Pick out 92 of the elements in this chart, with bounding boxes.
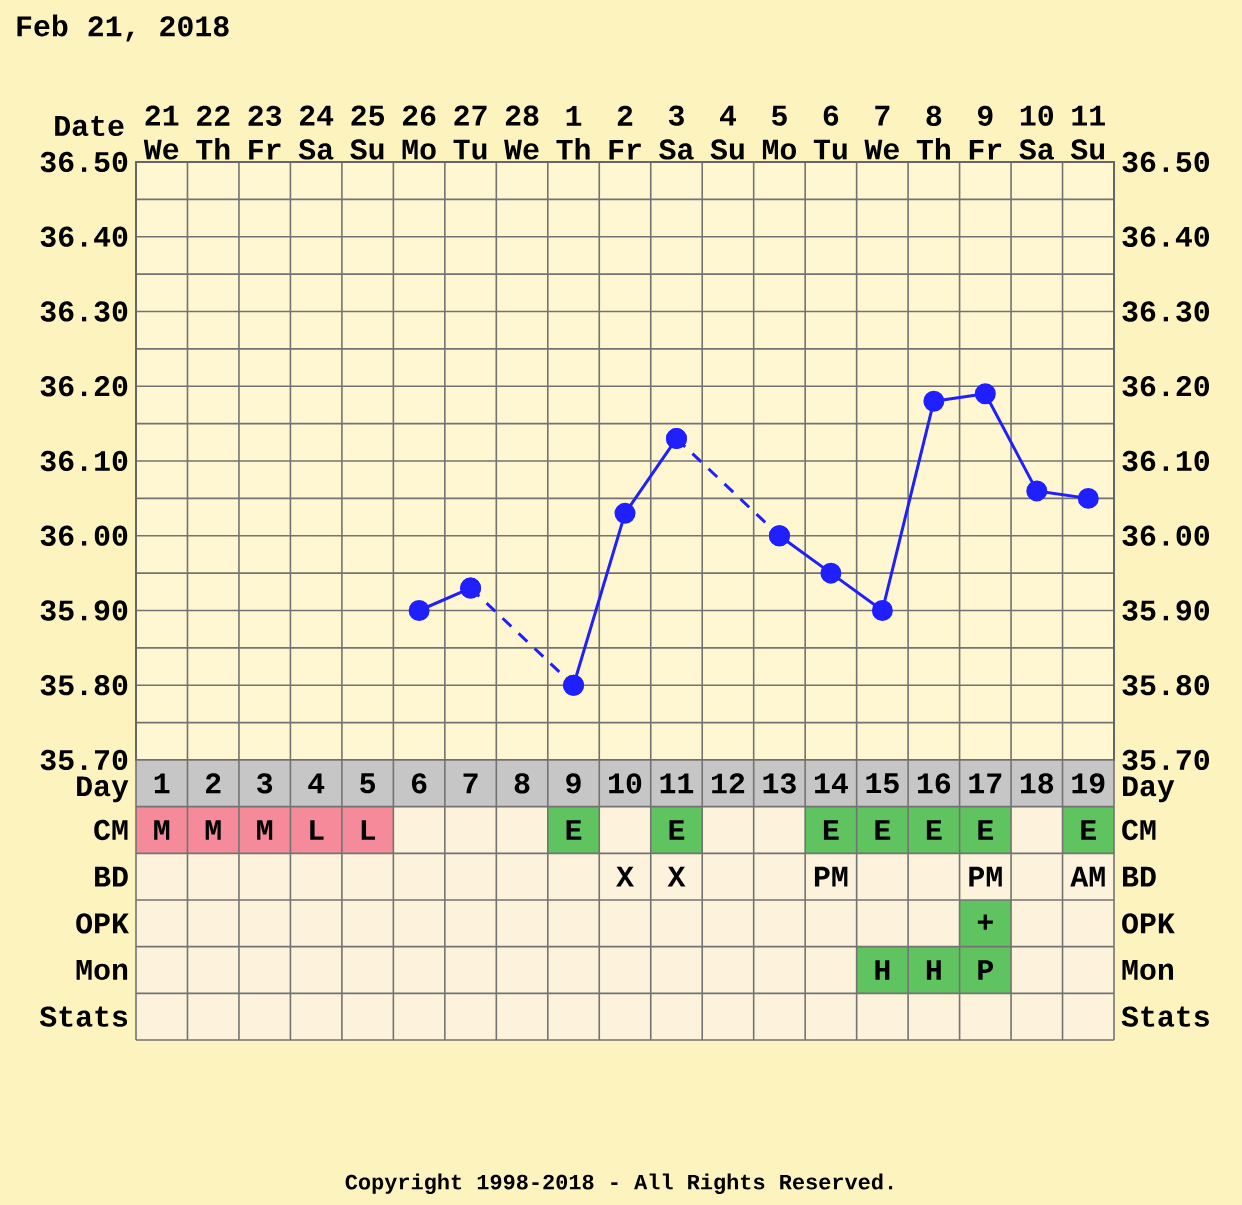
text: H: [875, 960, 890, 980]
x-tick-label: 9: [566, 773, 581, 794]
x-tick-label: 10: [609, 773, 642, 794]
x-tick-label: 28 We: [504, 105, 539, 160]
text: AM: [1070, 866, 1105, 887]
y-tick-label: Stats: [39, 1006, 128, 1027]
x-tick-label: 5 Mo: [762, 105, 797, 160]
y2-tick-label: 35.70: [1122, 749, 1210, 771]
x-tick-label: 17: [969, 773, 1002, 794]
x-tick-label: 22 Th: [196, 105, 230, 160]
x-tick-label: 8 Th: [916, 105, 950, 160]
x-tick-label: 4 Su: [710, 105, 744, 160]
x-tick-label: 14: [814, 773, 848, 794]
text: PM: [814, 866, 848, 887]
y2-tick-label: 35.80: [1122, 675, 1210, 696]
y2-tick-label: 36.10: [1122, 450, 1210, 472]
x-tick-label: 11: [660, 773, 694, 794]
text: M: [257, 820, 273, 840]
text: P: [978, 960, 994, 980]
y-tick-label: 36.40: [40, 226, 128, 247]
y2-tick-label: 36.30: [1122, 301, 1210, 322]
x-tick-label: 27 Tu: [453, 105, 487, 160]
x-tick-label: 5: [360, 773, 376, 794]
x-tick-label: 6 Tu: [813, 105, 847, 160]
x-tick-label: 3 Sa: [659, 105, 694, 160]
x-tick-label: 1 Th: [556, 106, 590, 160]
text: E: [566, 820, 582, 840]
text: H: [926, 960, 941, 980]
x-tick-label: 6: [411, 773, 427, 794]
text: X: [616, 866, 634, 887]
text: E: [926, 820, 942, 840]
y-tick-label: 36.20: [40, 376, 128, 397]
text: E: [823, 820, 839, 840]
y2-tick-label: 36.40: [1122, 226, 1210, 247]
y-tick-label: 36.10: [40, 450, 128, 472]
y2-tick-label: 36.50: [1122, 151, 1210, 173]
x-tick-label: 26 Mo: [402, 105, 436, 160]
x-tick-label: 21 We: [143, 105, 179, 160]
y2-tick-label: 36.20: [1122, 376, 1210, 397]
x-tick-label: 10 Sa: [1019, 105, 1054, 160]
y-tick-label: Mon: [76, 960, 128, 980]
x-tick-label: 7: [463, 773, 478, 794]
x-tick-label: 24 Sa: [298, 105, 334, 160]
y-tick-label: 35.70: [40, 749, 128, 771]
x-tick-label: 11 Su: [1070, 105, 1105, 160]
y-tick-label: OPK: [76, 913, 129, 934]
y2-tick-label: OPK: [1122, 913, 1175, 934]
text: L: [310, 820, 324, 840]
y2-tick-label: Stats: [1121, 1006, 1209, 1027]
text: E: [875, 820, 891, 840]
x-tick-label: 13: [763, 773, 796, 794]
x-tick-label: 23 Fr: [248, 105, 282, 160]
text: Day: [1123, 776, 1175, 803]
text: +: [977, 914, 993, 930]
y2-tick-label: Mon: [1122, 960, 1174, 980]
text: PM: [969, 866, 1002, 887]
y-tick-label: 35.80: [40, 675, 128, 696]
x-tick-label: 2 Fr: [609, 105, 641, 160]
x-axis-title: Date: [55, 115, 124, 137]
y2-tick-label: 35.90: [1122, 600, 1210, 621]
text: L: [361, 820, 376, 840]
x-tick-label: 12: [712, 773, 745, 794]
text: M: [154, 820, 170, 840]
y2-tick-label: BD: [1123, 866, 1156, 887]
y-tick-label: 36.30: [40, 301, 128, 322]
x-tick-label: 19: [1072, 773, 1105, 794]
y-tick-label: 36.00: [40, 525, 128, 546]
text: E: [1081, 820, 1097, 840]
x-axis-title: Day: [77, 776, 129, 803]
y-tick-label: CM: [94, 819, 128, 841]
x-tick-label: 2: [206, 773, 221, 794]
x-tick-label: 15: [866, 773, 899, 794]
y2-tick-label: CM: [1122, 819, 1156, 841]
y-tick-label: 35.90: [40, 600, 128, 621]
text: E: [669, 820, 685, 840]
x-tick-label: 3: [257, 773, 273, 794]
y2-tick-label: 36.00: [1122, 525, 1210, 546]
x-tick-label: 25 Su: [350, 105, 385, 160]
x-tick-label: 7 We: [864, 105, 899, 160]
x-tick-label: 9 Fr: [969, 105, 1002, 160]
x-tick-label: 4: [308, 773, 325, 794]
text: X: [667, 866, 686, 887]
chart-title: Feb 21, 2018: [17, 14, 229, 42]
x-tick-label: 18: [1020, 773, 1054, 794]
y-tick-label: 36.50: [40, 151, 128, 173]
text: M: [205, 820, 221, 840]
y-tick-label: BD: [95, 866, 128, 887]
x-tick-label: 16: [917, 773, 951, 794]
text: E: [978, 820, 994, 840]
x-tick-label: 8: [514, 773, 530, 794]
x-tick-label: 1: [154, 773, 170, 794]
text: Copyright 1998-2018 - All Rights Reserved.: [345, 1173, 893, 1194]
